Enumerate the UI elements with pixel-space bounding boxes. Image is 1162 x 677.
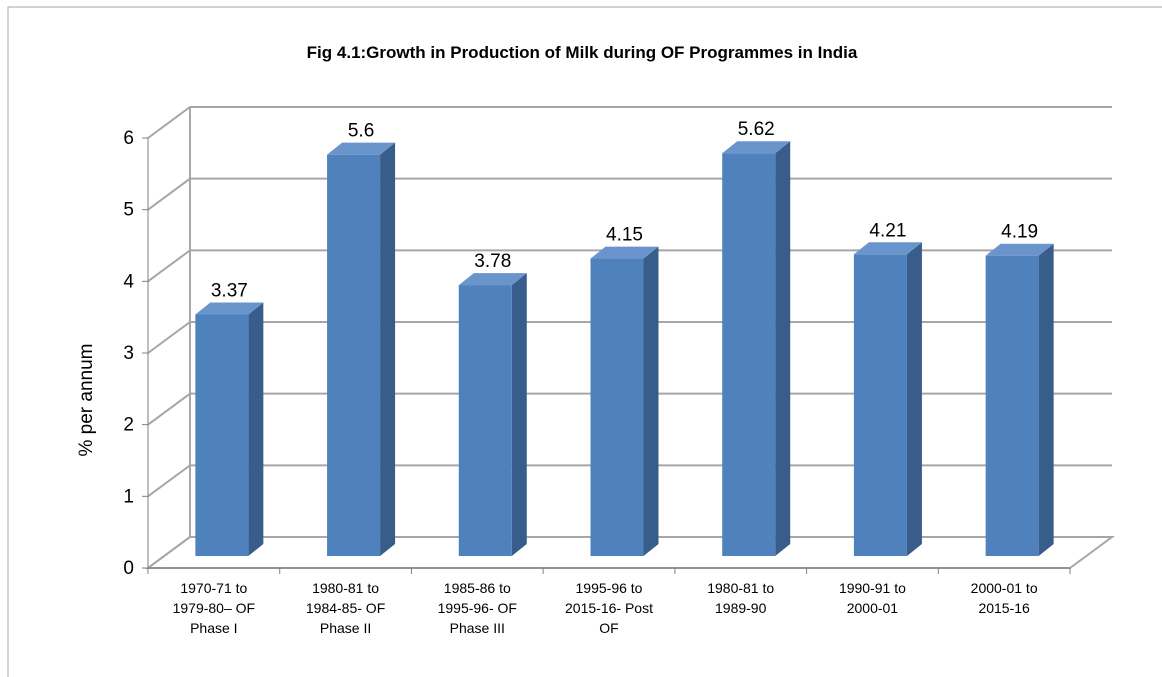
bar-top <box>458 273 527 286</box>
grid-line <box>147 536 1112 569</box>
bar <box>722 153 776 556</box>
x-tick-label: 1990-91 to 2000-01 <box>838 580 906 616</box>
bar-side <box>380 142 396 556</box>
x-tick-label: 1985-86 to 1995-96- OF Phase III <box>437 580 517 636</box>
y-tick-label: 3 <box>123 343 134 364</box>
data-label: 3.78 <box>474 251 511 272</box>
bar-top <box>722 141 791 154</box>
bar-top <box>195 302 264 315</box>
data-label: 3.37 <box>211 280 248 301</box>
chart-title: Fig 4.1:Growth in Production of Milk dur… <box>307 43 858 62</box>
bar-side <box>248 302 264 556</box>
grid-line <box>147 392 1112 426</box>
x-tick-label: 1980-81 to 1984-85- OF Phase II <box>305 580 386 636</box>
data-label: 4.15 <box>606 225 643 246</box>
bar <box>590 258 644 556</box>
data-label: 4.19 <box>1001 222 1038 243</box>
data-label: 5.6 <box>348 121 374 142</box>
grid-line <box>147 106 1112 139</box>
y-tick-label: 5 <box>123 200 134 221</box>
bar-side <box>511 273 527 556</box>
bar <box>853 254 907 557</box>
bar <box>195 314 249 556</box>
y-tick-label: 2 <box>123 415 134 436</box>
y-tick-label: 6 <box>123 128 134 149</box>
bar-top <box>853 242 922 255</box>
y-tick-label: 4 <box>123 271 134 292</box>
x-tick-label: 1995-96 to 2015-16- Post OF <box>565 580 653 636</box>
y-axis-label: % per annum <box>76 343 97 456</box>
grid-line <box>147 464 1112 498</box>
bar-side <box>906 242 922 557</box>
y-tick-label: 1 <box>123 486 134 507</box>
y-tick-label: 0 <box>123 558 134 579</box>
grid-line <box>147 321 1112 354</box>
data-label: 4.21 <box>869 220 906 241</box>
x-tick-label: 1970-71 to 1979-80– OF Phase I <box>172 580 256 636</box>
x-tick-label: 1980-81 to 1989-90 <box>707 580 775 616</box>
bar-top <box>590 246 659 259</box>
grid-line <box>147 177 1112 211</box>
frame <box>7 6 1162 677</box>
grid-line <box>147 249 1112 283</box>
bar-top <box>327 142 396 155</box>
bar <box>985 255 1039 556</box>
bar-side <box>1038 243 1054 556</box>
bar <box>458 285 512 556</box>
bar <box>327 154 381 556</box>
bar-top <box>985 243 1054 256</box>
x-tick-label: 2000-01 to 2015-16 <box>970 580 1038 616</box>
bar-side <box>775 141 791 556</box>
data-label: 5.62 <box>738 119 775 140</box>
bar-side <box>643 246 659 557</box>
